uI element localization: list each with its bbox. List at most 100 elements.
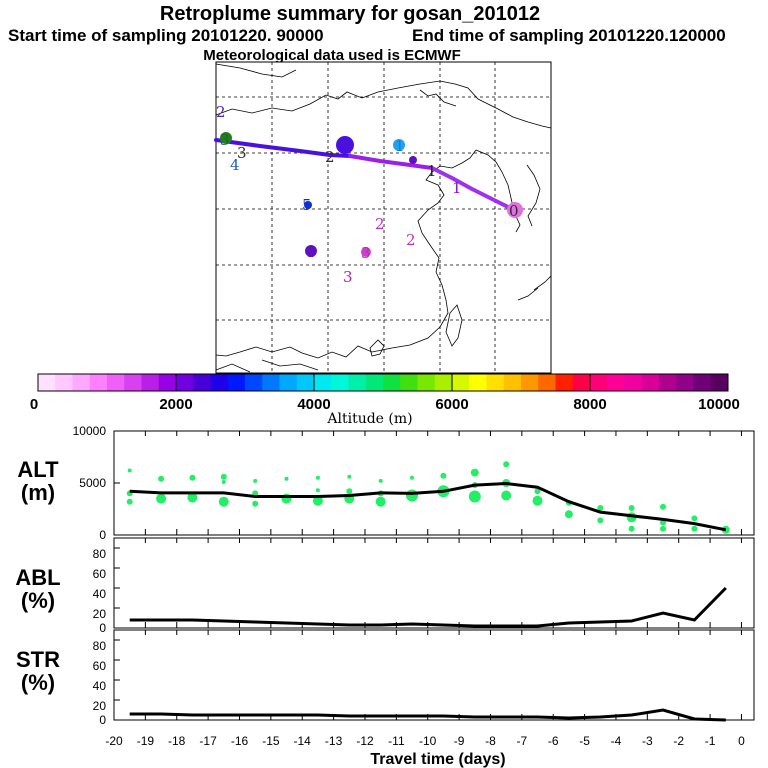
colorbar-swatch (89, 374, 108, 391)
alt-scatter-point (315, 475, 320, 480)
colorbar-major-ticks (175, 374, 591, 391)
alt-scatter-point (691, 515, 698, 522)
alt-scatter-point (440, 472, 447, 479)
str-panel-frame (113, 629, 755, 721)
altitude-colorbar: 0 2000 4000 6000 8000 10000 Altitude (m) (30, 373, 740, 427)
str-y-tick-label: 60 (93, 659, 107, 673)
colorbar-swatch (469, 374, 487, 391)
trajectory-map: 2 3 3 4 2 2 1 1 1 0 5 2 2 4 3 3 (214, 61, 552, 374)
alt-scatter-point (127, 468, 132, 473)
colorbar-swatch (210, 374, 229, 391)
colorbar-swatch (158, 374, 177, 391)
colorbar-swatch (659, 374, 677, 391)
alt-scatter-point (315, 488, 320, 493)
x-tick-label: -16 (231, 734, 249, 748)
colorbar-swatches (38, 374, 729, 391)
alt-scatter-point (597, 517, 604, 524)
x-tick-label: -20 (105, 734, 123, 748)
alt-scatter-point (347, 474, 352, 479)
abl-y-tick-label: 80 (93, 547, 107, 561)
alt-scatter-point (284, 476, 289, 481)
colorbar-swatch (141, 374, 160, 391)
x-tick-label: -7 (516, 734, 527, 748)
x-tick-label: 0 (738, 734, 745, 748)
trajectory-day-labels: 2 3 3 4 2 2 1 1 1 0 5 2 2 4 3 3 (216, 103, 519, 286)
x-tick-label: -10 (419, 734, 437, 748)
map-label: 2 (340, 136, 350, 154)
x-tick-label: -15 (262, 734, 280, 748)
alt-scatter-point (410, 475, 414, 480)
colorbar-title: Altitude (m) (326, 411, 412, 427)
abl-y-tick-label: 60 (93, 567, 107, 581)
x-tick-label: -12 (356, 734, 374, 748)
alt-scatter-point (660, 503, 666, 510)
x-axis-ticks (113, 431, 742, 720)
x-tick-label: -19 (137, 734, 155, 748)
abl-y-tick-label: 20 (93, 607, 107, 621)
colorbar-tick-label: 6000 (435, 396, 468, 413)
alt-scatter-point (532, 495, 543, 506)
x-tick-label: -14 (294, 734, 312, 748)
str-panel: 80 60 40 20 0 STR (%) -20 -19 -18 -17 -16 -15… (16, 431, 755, 768)
alt-scatter-points (126, 461, 730, 534)
alt-y-tick-label: 10000 (73, 424, 107, 438)
colorbar-swatch (607, 374, 625, 391)
colorbar-swatch (555, 374, 574, 391)
colorbar-swatch (624, 374, 643, 391)
trajectory-lines (214, 138, 514, 211)
alt-scatter-point (346, 488, 353, 495)
marker-dot-south (361, 247, 371, 257)
str-y-tick-label: 40 (93, 679, 107, 693)
map-coastlines-borders (215, 63, 552, 373)
map-label: 1 (452, 179, 462, 197)
colorbar-swatch (348, 374, 367, 391)
colorbar-swatch (331, 374, 349, 391)
marker-start-point (507, 202, 523, 218)
trajectory-segment-middle (348, 154, 434, 170)
colorbar-swatch (676, 374, 694, 391)
colorbar-swatch (124, 374, 142, 391)
alt-scatter-point (187, 492, 198, 503)
map-label: 3 (343, 268, 353, 286)
alt-scatter-point (252, 500, 259, 507)
colorbar-swatch (314, 374, 332, 391)
alt-scatter-point (375, 496, 386, 507)
map-label: 1 (427, 162, 437, 180)
abl-panel-label: ABL (15, 565, 60, 590)
alt-scatter-point (126, 498, 133, 505)
colorbar-tick-label: 4000 (297, 396, 330, 413)
alt-scatter-point (156, 493, 167, 504)
trajectory-segment-east (430, 166, 514, 211)
alt-unit-label: (m) (21, 480, 55, 505)
colorbar-swatch (262, 374, 280, 391)
colorbar-swatch (176, 374, 194, 391)
abl-panel: 80 60 40 20 0 ABL (%) (15, 537, 755, 635)
alt-scatter-point (534, 488, 541, 495)
colorbar-swatch (434, 374, 453, 391)
met-data-label: Meteorological data used is ECMWF (203, 47, 461, 64)
map-label: 1 (395, 137, 405, 155)
alt-scatter-point (503, 461, 510, 468)
alt-scatter-point (189, 474, 196, 481)
colorbar-swatch (486, 374, 505, 391)
alt-scatter-point (564, 510, 573, 519)
x-tick-label: -6 (548, 734, 559, 748)
alt-mean-line (129, 481, 727, 532)
map-label: 3 (237, 144, 247, 162)
colorbar-swatch (227, 374, 246, 391)
colorbar-frame (37, 373, 729, 392)
abl-unit-label: (%) (21, 588, 55, 613)
x-tick-label: -8 (485, 734, 496, 748)
marker-dot-mid (409, 156, 417, 164)
colorbar-swatch (538, 374, 556, 391)
alt-scatter-point (406, 489, 418, 502)
abl-y-tick-label: 40 (93, 587, 107, 601)
marker-blob-east (393, 139, 405, 151)
alt-y-ticks (114, 430, 120, 536)
x-tick-label: -13 (325, 734, 343, 748)
alt-scatter-point (221, 480, 226, 484)
map-gridlines (216, 62, 551, 373)
start-time-label: Start time of sampling 20101220. 90000 (8, 26, 324, 45)
x-axis-tick-labels: -20 -19 -18 -17 -16 -15 -14 -13 -12 -11 -10 -9 -8 -7-… (105, 734, 745, 748)
alt-scatter-point (597, 505, 604, 511)
